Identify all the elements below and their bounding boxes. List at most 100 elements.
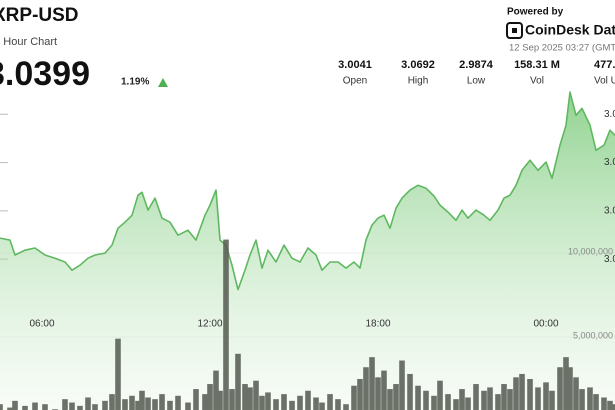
volume-bar <box>62 399 68 410</box>
volume-bar <box>0 404 3 410</box>
volume-bar <box>327 394 333 410</box>
volume-bar <box>207 384 213 410</box>
volume-bar <box>567 367 573 410</box>
volume-bar <box>445 394 451 410</box>
volume-bar <box>313 397 319 410</box>
volume-bar <box>235 353 241 410</box>
volume-bar <box>77 405 83 410</box>
stat-value: 2.9874 <box>459 59 494 71</box>
title: XRP-USD <box>0 5 79 26</box>
volume-bar <box>465 397 471 410</box>
volume-bar <box>167 400 173 410</box>
volume-bar <box>129 395 135 410</box>
volume-bar <box>387 389 393 410</box>
volume-bar <box>507 389 513 410</box>
volume-bar <box>229 389 235 410</box>
volume-bar <box>305 390 311 410</box>
volume-bar <box>202 394 208 410</box>
volume-bar <box>612 404 615 410</box>
volume-bar <box>92 404 98 410</box>
volume-bar <box>69 402 75 410</box>
y-tick-label: 3.06 <box>604 109 615 120</box>
volume-bar <box>473 384 479 410</box>
volume-bar <box>557 367 563 410</box>
volume-bar <box>563 357 569 410</box>
price: 3.0399 <box>0 55 90 93</box>
volume-bar <box>437 380 443 410</box>
up-arrow <box>158 78 168 87</box>
volume-bar <box>535 387 541 410</box>
volume-bar <box>543 382 549 410</box>
stat-value: 158.31 M <box>514 59 560 71</box>
volume-bar <box>357 379 363 410</box>
plot-area: 3.00 3.02 3.04 3.06 5,000,000 10,000,000 06:00… <box>0 91 615 410</box>
volume-bar <box>145 397 151 410</box>
volume-bar <box>579 389 585 410</box>
x-tick-label: 06:00 <box>29 319 54 330</box>
volume-bar <box>393 384 399 410</box>
y2-tick-label: 10,000,000 <box>568 246 613 256</box>
stat-value: 477.74 <box>594 59 615 71</box>
stat-label: Low <box>467 76 486 87</box>
volume-bar <box>527 379 533 410</box>
volume-bar <box>481 390 487 410</box>
x-tick-label: 18:00 <box>365 319 390 330</box>
volume-bar <box>247 387 253 410</box>
change: 1.19% <box>121 77 149 88</box>
volume-bar <box>297 395 303 410</box>
y-tick-label: 3.02 <box>604 205 615 216</box>
volume-bar <box>253 380 259 410</box>
volume-bar <box>453 399 459 410</box>
volume-bar <box>102 400 108 410</box>
brand: CoinDesk Data <box>525 22 615 38</box>
y-tick-label: 3.04 <box>604 157 615 168</box>
y-tick-label: 3.00 <box>604 254 615 265</box>
volume-bar <box>351 385 357 410</box>
volume-bar <box>363 367 369 410</box>
volume-bar <box>381 370 387 410</box>
volume-bar <box>335 399 341 410</box>
volume-bar <box>459 389 465 410</box>
stat-value: 3.0692 <box>401 59 435 71</box>
volume-bars <box>0 239 615 410</box>
y2-tick-label: 5,000,000 <box>573 330 613 340</box>
volume-bar <box>573 377 579 410</box>
stat-value: 3.0041 <box>338 59 372 71</box>
volume-bar <box>217 390 223 410</box>
stat-label: Vol USD <box>594 76 615 87</box>
volume-bar <box>242 384 248 410</box>
volume-bar <box>399 360 405 410</box>
volume-bar <box>549 390 555 410</box>
volume-bar <box>369 357 375 410</box>
volume-bar <box>193 389 199 410</box>
volume-bar <box>601 397 607 410</box>
volume-bar <box>501 384 507 410</box>
volume-bar <box>139 390 145 410</box>
x-tick-label: 12:00 <box>197 319 222 330</box>
volume-bar <box>273 399 279 410</box>
volume-bar <box>487 387 493 410</box>
volume-bar <box>122 399 128 410</box>
powered-by: Powered by <box>507 7 564 18</box>
volume-bar <box>607 400 613 410</box>
volume-bar <box>519 373 525 410</box>
volume-bar <box>343 404 349 410</box>
price-line <box>0 91 615 291</box>
volume-bar <box>115 338 121 410</box>
volume-bar <box>587 387 593 410</box>
volume-bar <box>431 395 437 410</box>
volume-bar <box>407 373 413 410</box>
subtitle: 24 Hour Chart <box>0 36 57 48</box>
stat-label: High <box>408 76 429 87</box>
volume-bar <box>423 390 429 410</box>
volume-bar <box>415 385 421 410</box>
volume-bar <box>375 377 381 410</box>
stat-label: Open <box>343 76 367 87</box>
volume-bar <box>152 399 158 410</box>
volume-bar <box>213 370 219 410</box>
volume-bar <box>289 400 295 410</box>
volume-bar <box>495 394 501 410</box>
volume-bar <box>22 405 28 410</box>
